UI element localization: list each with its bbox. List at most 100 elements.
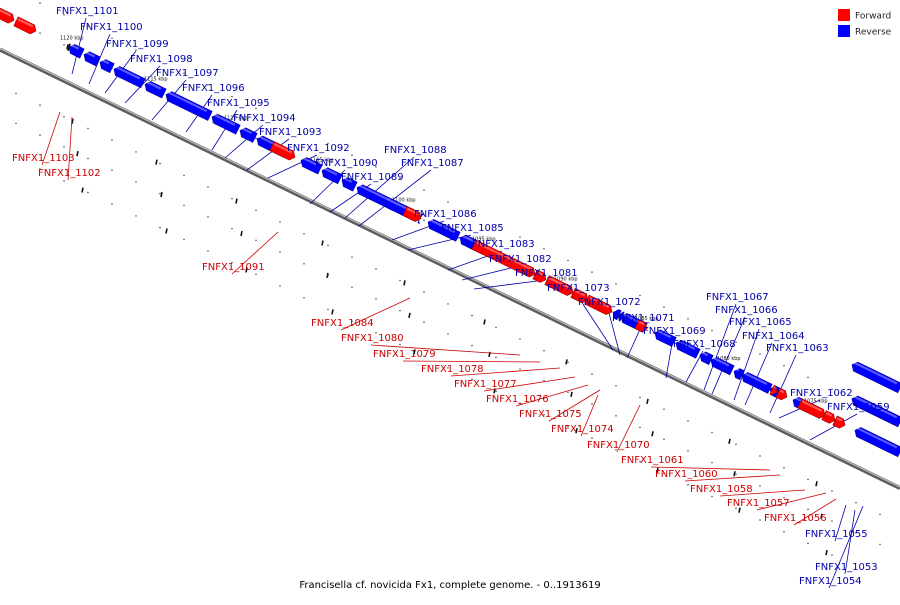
gene-feature-fnfx1-1076[interactable] <box>584 294 602 310</box>
gene-body[interactable] <box>570 287 590 304</box>
gene-label-fnfx1-1087[interactable]: FNFX1_1087 <box>401 158 464 169</box>
gene-body[interactable] <box>653 328 677 347</box>
gene-label-fnfx1-1055[interactable]: FNFX1_1055 <box>805 529 868 540</box>
gene-label-fnfx1-1078[interactable]: FNFX1_1078 <box>421 364 484 375</box>
gene-body[interactable] <box>544 275 575 298</box>
gene-feature-fnfx1-1057[interactable] <box>821 410 837 425</box>
gene-feature-fnfx1-1096[interactable] <box>164 90 213 121</box>
gene-label-fnfx1-1085[interactable]: FNFX1_1085 <box>441 223 504 234</box>
gene-body[interactable] <box>82 50 101 67</box>
gene-label-fnfx1-1076[interactable]: FNFX1_1076 <box>486 394 549 405</box>
gene-feature-fnfx1-1091[interactable] <box>269 141 297 162</box>
gene-label-fnfx1-1080[interactable]: FNFX1_1080 <box>341 333 404 344</box>
gene-feature-fnfx1-1078[interactable] <box>544 275 575 298</box>
gene-label-fnfx1-1086[interactable]: FNFX1_1086 <box>414 209 477 220</box>
gene-feature-fnfx1-1056[interactable] <box>832 415 847 430</box>
gene-feature-fnfx1-1090[interactable] <box>299 156 323 175</box>
gene-label-fnfx1-1057[interactable]: FNFX1_1057 <box>727 498 790 509</box>
gene-feature-fnfx1-1061[interactable] <box>769 384 779 396</box>
gene-labels[interactable]: FNFX1_1103 FNFX1_1102 FNFX1_1101 FNFX1_1100… <box>12 6 890 587</box>
gene-feature-fnfx1-1097[interactable] <box>143 80 167 99</box>
gene-label-fnfx1-1053[interactable]: FNFX1_1053 <box>815 562 878 573</box>
gene-body[interactable] <box>698 350 714 365</box>
gene-body[interactable] <box>320 166 343 185</box>
gene-body[interactable] <box>269 141 297 162</box>
gene-label-fnfx1-1077[interactable]: FNFX1_1077 <box>454 379 517 390</box>
gene-body[interactable] <box>634 319 649 334</box>
gene-label-fnfx1-1058[interactable]: FNFX1_1058 <box>690 484 753 495</box>
gene-body[interactable] <box>850 394 900 428</box>
gene-feature-fnfx1-1054[interactable] <box>850 360 900 394</box>
gene-body[interactable] <box>740 371 773 394</box>
gene-body[interactable] <box>850 360 900 394</box>
gene-label-fnfx1-1094[interactable]: FNFX1_1094 <box>233 113 296 124</box>
gene-feature-fnfx1-1077[interactable] <box>570 287 590 304</box>
gene-feature-fnfx1-1058[interactable] <box>797 398 827 420</box>
gene-feature-fnfx1-1084[interactable] <box>402 206 423 223</box>
gene-feature-fnfx1-1098[interactable] <box>112 65 146 89</box>
gene-label-fnfx1-1067[interactable]: FNFX1_1067 <box>706 292 769 303</box>
gene-label-fnfx1-1089[interactable]: FNFX1_1089 <box>341 172 404 183</box>
gene-feature-fnfx1-1064[interactable] <box>740 371 773 394</box>
gene-feature-fnfx1-1065[interactable] <box>732 367 745 381</box>
gene-body[interactable] <box>211 113 241 135</box>
gene-body[interactable] <box>611 308 622 321</box>
gene-label-fnfx1-1071[interactable]: FNFX1_1071 <box>612 313 675 324</box>
gene-feature-fnfx1-1059[interactable] <box>853 426 900 458</box>
gene-label-fnfx1-1072[interactable]: FNFX1_1072 <box>578 297 641 308</box>
gene-features[interactable] <box>0 6 900 458</box>
gene-feature-fnfx1-1089[interactable] <box>320 166 343 185</box>
gene-feature-fnfx1-1094[interactable] <box>211 113 241 135</box>
gene-label-fnfx1-1081[interactable]: FNFX1_1081 <box>515 268 578 279</box>
gene-label-fnfx1-1097[interactable]: FNFX1_1097 <box>156 68 219 79</box>
gene-label-fnfx1-1075[interactable]: FNFX1_1075 <box>519 409 582 420</box>
gene-feature-fnfx1-1070[interactable] <box>634 319 649 334</box>
gene-label-fnfx1-1060[interactable]: FNFX1_1060 <box>655 469 718 480</box>
gene-label-fnfx1-1054[interactable]: FNFX1_1054 <box>799 576 862 587</box>
gene-label-fnfx1-1074[interactable]: FNFX1_1074 <box>551 424 614 435</box>
gene-feature-fnfx1-1069[interactable] <box>653 328 677 347</box>
gene-body[interactable] <box>340 176 358 192</box>
gene-body[interactable] <box>769 384 779 396</box>
gene-label-fnfx1-1098[interactable]: FNFX1_1098 <box>130 54 193 65</box>
gene-label-fnfx1-1102[interactable]: FNFX1_1102 <box>38 168 101 179</box>
gene-body[interactable] <box>402 206 423 223</box>
gene-body[interactable] <box>13 16 38 36</box>
gene-feature-fnfx1-1103[interactable] <box>0 6 16 25</box>
gene-body[interactable] <box>821 410 837 425</box>
gene-body[interactable] <box>426 218 461 242</box>
gene-label-fnfx1-1090[interactable]: FNFX1_1090 <box>315 158 378 169</box>
gene-body[interactable] <box>0 6 16 25</box>
gene-feature-fnfx1-1102[interactable] <box>13 16 38 36</box>
gene-body[interactable] <box>112 65 146 89</box>
gene-label-fnfx1-1103[interactable]: FNFX1_1103 <box>12 153 75 164</box>
gene-feature-fnfx1-1080[interactable] <box>471 239 537 279</box>
gene-body[interactable] <box>164 90 213 121</box>
gene-body[interactable] <box>797 398 827 420</box>
gene-feature-fnfx1-1101[interactable] <box>67 43 85 59</box>
gene-label-fnfx1-1100[interactable]: FNFX1_1100 <box>80 22 143 33</box>
gene-body[interactable] <box>597 301 614 316</box>
gene-body[interactable] <box>732 367 745 381</box>
gene-feature-fnfx1-1100[interactable] <box>82 50 101 67</box>
gene-feature-fnfx1-1067[interactable] <box>698 350 714 365</box>
gene-label-fnfx1-1093[interactable]: FNFX1_1093 <box>259 127 322 138</box>
gene-body[interactable] <box>98 58 115 74</box>
gene-label-fnfx1-1056[interactable]: FNFX1_1056 <box>764 513 827 524</box>
gene-label-fnfx1-1068[interactable]: FNFX1_1068 <box>673 339 736 350</box>
gene-body[interactable] <box>853 426 900 458</box>
gene-label-fnfx1-1079[interactable]: FNFX1_1079 <box>373 349 436 360</box>
gene-feature-fnfx1-1083[interactable] <box>426 218 461 242</box>
gene-label-fnfx1-1091[interactable]: FNFX1_1091 <box>202 262 265 273</box>
gene-feature-fnfx1-1068[interactable] <box>674 339 701 359</box>
gene-feature-fnfx1-1088[interactable] <box>340 176 358 192</box>
gene-label-fnfx1-1082[interactable]: FNFX1_1082 <box>489 254 552 265</box>
gene-label-fnfx1-1063[interactable]: FNFX1_1063 <box>766 343 829 354</box>
gene-body[interactable] <box>674 339 701 359</box>
gene-label-fnfx1-1084[interactable]: FNFX1_1084 <box>311 318 374 329</box>
gene-label-fnfx1-1069[interactable]: FNFX1_1069 <box>643 326 706 337</box>
gene-body[interactable] <box>143 80 167 99</box>
gene-label-fnfx1-1070[interactable]: FNFX1_1070 <box>587 440 650 451</box>
gene-body[interactable] <box>532 269 548 284</box>
gene-label-fnfx1-1064[interactable]: FNFX1_1064 <box>742 331 805 342</box>
